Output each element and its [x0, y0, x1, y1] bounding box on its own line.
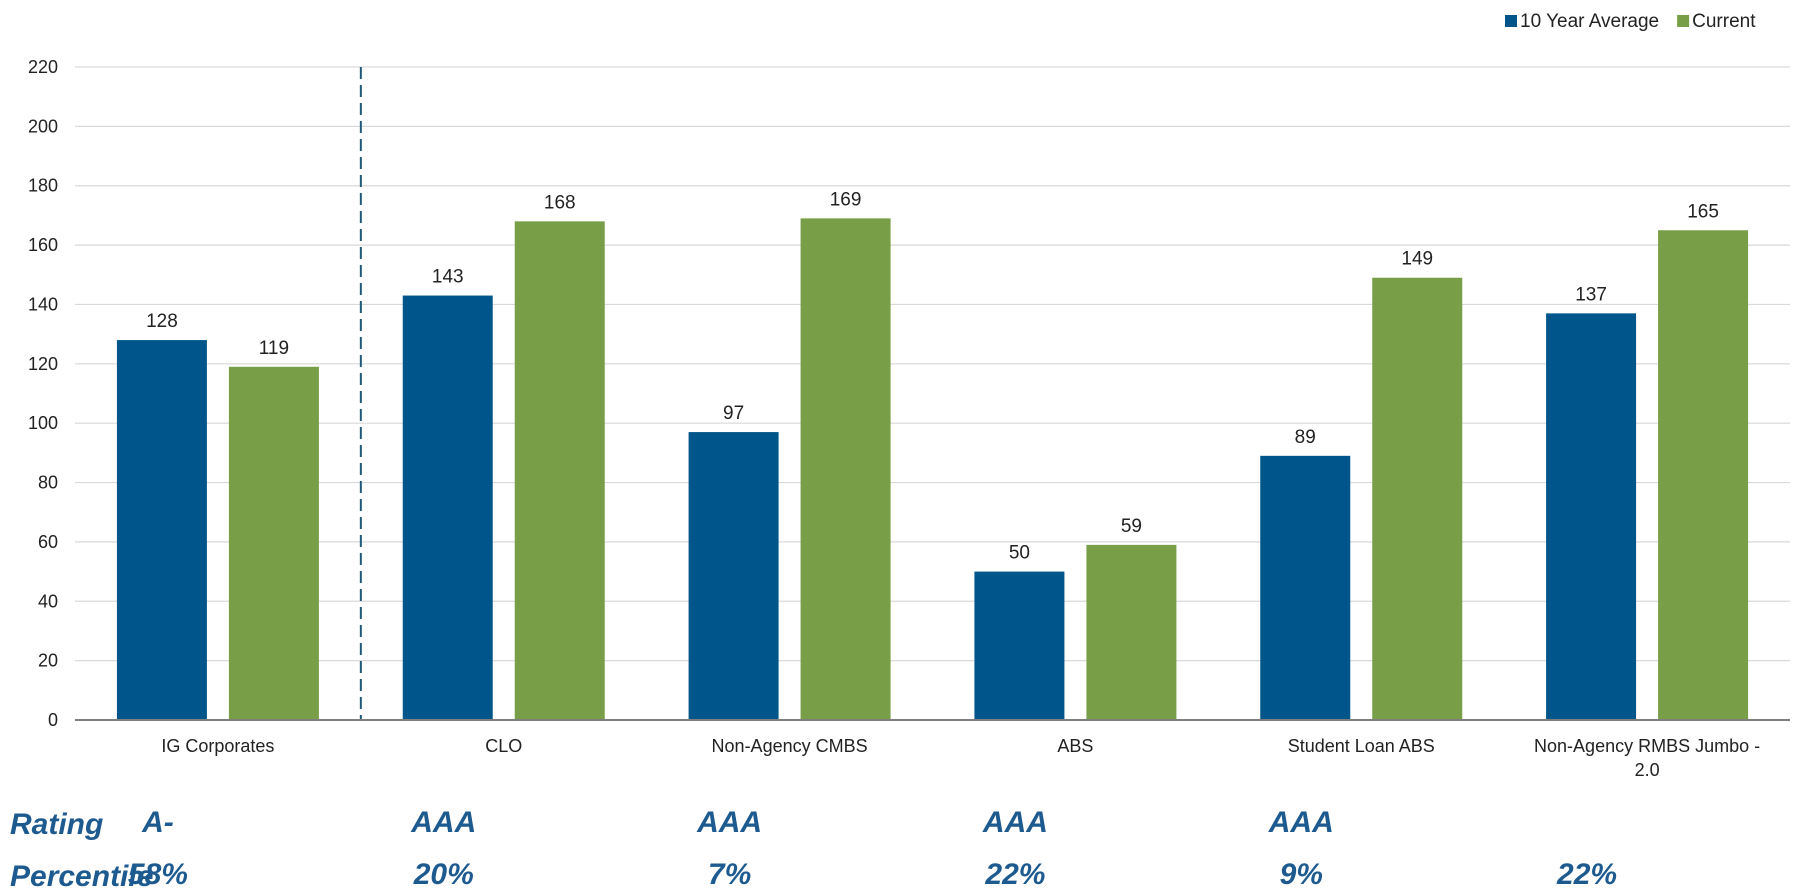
percentile-value: 22% [1557, 858, 1618, 891]
y-tick-label: 140 [28, 294, 58, 314]
data-label: 143 [432, 267, 464, 288]
rating-value: A- [142, 806, 174, 839]
data-label: 168 [544, 192, 576, 213]
bar-ten-year-average [974, 571, 1065, 720]
data-label: 128 [146, 311, 178, 332]
data-label: 169 [830, 189, 862, 210]
x-tick-label: CLO [485, 736, 522, 756]
y-tick-label: 20 [38, 651, 58, 671]
y-tick-label: 80 [38, 473, 58, 493]
y-tick-label: 0 [48, 710, 58, 730]
x-tick-label: Non-Agency RMBS Jumbo -2.0 [1534, 736, 1760, 780]
data-label: 50 [1009, 543, 1030, 564]
y-tick-label: 60 [38, 532, 58, 552]
bar-current [1372, 277, 1463, 720]
bar-current [1086, 544, 1177, 720]
rating-value: AAA [411, 806, 477, 839]
bar-current [1658, 230, 1749, 720]
y-axis: 0 20 40 60 80 100 120 140 160 180 200 220 [28, 57, 58, 730]
y-tick-label: 40 [38, 591, 58, 611]
legend-swatch [1677, 15, 1690, 27]
rating-row-label: Rating [10, 808, 104, 841]
x-tick-label: Non-Agency CMBS [712, 736, 868, 756]
bar-ten-year-average [1546, 313, 1637, 720]
y-tick-label: 220 [28, 57, 58, 77]
bar-chart: 0 20 40 60 80 100 120 140 160 180 200 220 128 119 143… [28, 11, 1790, 780]
bar-ten-year-average [688, 432, 779, 720]
legend-label: 10 Year Average [1520, 11, 1659, 32]
y-tick-label: 180 [28, 176, 58, 196]
bar-ten-year-average [402, 295, 493, 720]
x-tick-label: Student Loan ABS [1288, 736, 1435, 756]
y-tick-label: 200 [28, 116, 58, 136]
bar-ten-year-average [116, 340, 207, 720]
legend-swatch [1505, 15, 1517, 27]
bar-current [800, 218, 891, 721]
data-label: 137 [1575, 284, 1607, 305]
data-label: 59 [1121, 516, 1142, 537]
data-label: 119 [259, 338, 289, 359]
bars [116, 218, 1749, 721]
percentile-value: 9% [1279, 858, 1323, 891]
bar-current [514, 221, 605, 720]
legend-label: Current [1692, 11, 1756, 32]
data-label: 149 [1401, 249, 1433, 270]
y-tick-label: 100 [28, 413, 58, 433]
rating-value: AAA [697, 806, 763, 839]
x-tick-label: IG Corporates [161, 736, 274, 756]
percentile-value: 20% [413, 858, 474, 891]
bar-current [228, 366, 319, 720]
gridlines [75, 66, 1790, 720]
rating-value: AAA [1268, 806, 1334, 839]
percentile-value: 22% [985, 858, 1046, 891]
bar-ten-year-average [1260, 455, 1351, 720]
percentile-value: 7% [707, 858, 752, 891]
percentile-row-label: Percentile [10, 860, 154, 893]
rating-value: AAA [982, 806, 1048, 839]
y-tick-label: 120 [28, 354, 58, 374]
legend: 10 Year Average Current [1505, 11, 1756, 32]
percentile-value: 58% [127, 858, 188, 891]
data-labels: 128 119 143 168 97 169 50 59 89 149 137 165 [146, 189, 1719, 563]
data-label: 89 [1295, 427, 1316, 448]
y-tick-label: 160 [28, 235, 58, 255]
data-label: 165 [1687, 201, 1719, 222]
x-tick-label: ABS [1057, 736, 1093, 756]
x-axis: IG Corporates CLO Non-Agency CMBS ABS Studen… [75, 719, 1790, 780]
data-label: 97 [723, 403, 744, 424]
